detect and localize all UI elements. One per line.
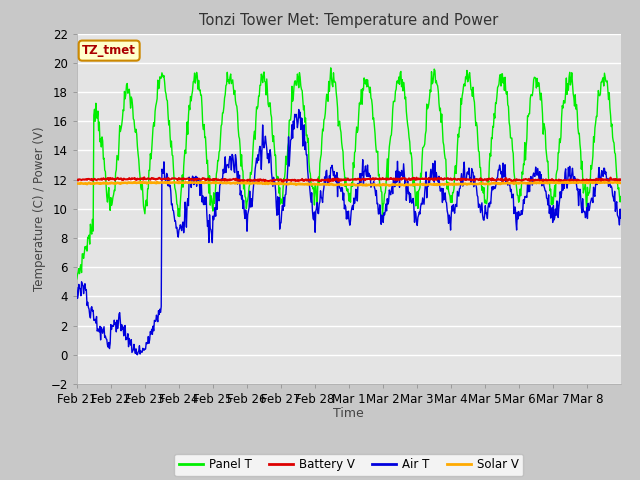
Panel T [404, 122, 412, 128]
Air T [295, 107, 303, 112]
Panel T [327, 65, 335, 71]
Battery V [404, 176, 412, 182]
Battery V [140, 174, 148, 180]
Battery V [390, 176, 398, 181]
Air T [617, 215, 625, 221]
Battery V [73, 177, 81, 182]
Panel T [617, 194, 625, 200]
Legend: Panel T, Battery V, Air T, Solar V: Panel T, Battery V, Air T, Solar V [175, 454, 523, 476]
Battery V [617, 177, 625, 182]
Battery V [421, 176, 429, 181]
Panel T [420, 143, 428, 149]
Line: Air T: Air T [77, 109, 621, 355]
Title: Tonzi Tower Met: Temperature and Power: Tonzi Tower Met: Temperature and Power [199, 13, 499, 28]
Solar V [106, 180, 114, 186]
Solar V [617, 180, 625, 186]
Battery V [279, 180, 287, 185]
Air T [421, 190, 429, 195]
Line: Panel T: Panel T [77, 68, 621, 279]
Line: Solar V: Solar V [77, 182, 621, 186]
Panel T [390, 98, 397, 104]
Solar V [385, 183, 393, 189]
Air T [404, 191, 412, 197]
Battery V [106, 175, 114, 181]
X-axis label: Time: Time [333, 408, 364, 420]
Air T [487, 201, 495, 206]
Air T [106, 340, 114, 346]
Panel T [542, 145, 550, 151]
Y-axis label: Temperature (C) / Power (V): Temperature (C) / Power (V) [33, 127, 46, 291]
Text: TZ_tmet: TZ_tmet [82, 44, 136, 57]
Solar V [420, 182, 428, 188]
Panel T [73, 276, 81, 282]
Solar V [404, 182, 412, 188]
Battery V [543, 178, 550, 183]
Air T [390, 178, 398, 184]
Solar V [73, 181, 81, 187]
Solar V [542, 180, 550, 186]
Solar V [390, 182, 397, 188]
Air T [543, 195, 550, 201]
Battery V [487, 176, 495, 182]
Air T [134, 352, 141, 358]
Solar V [486, 181, 494, 187]
Panel T [106, 207, 114, 213]
Line: Battery V: Battery V [77, 177, 621, 182]
Air T [73, 285, 81, 290]
Panel T [486, 151, 494, 156]
Solar V [600, 179, 608, 185]
